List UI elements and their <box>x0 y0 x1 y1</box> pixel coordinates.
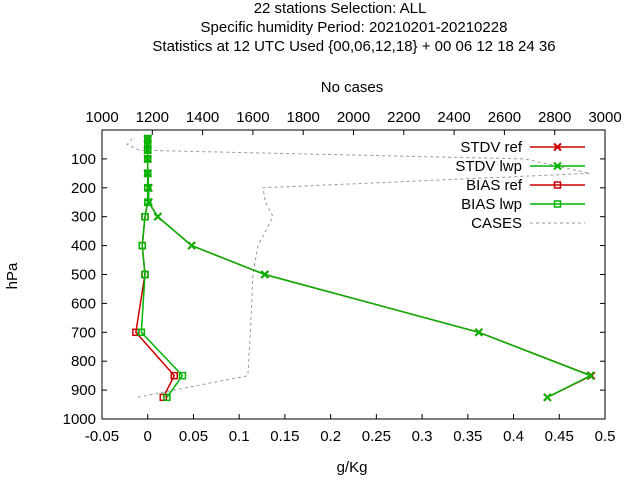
legend-label-stdv-lwp: STDV lwp <box>455 158 522 175</box>
y-axis-label: hPa <box>4 262 21 289</box>
series-bias-ref <box>133 136 177 401</box>
x-tick-label: 0 <box>144 428 152 445</box>
y-tick-label: 400 <box>71 238 96 255</box>
chart-title-line-1: 22 stations Selection: ALL <box>254 0 427 17</box>
x-tick-label: 0.4 <box>503 428 524 445</box>
legend-label-bias-lwp: BIAS lwp <box>461 196 522 213</box>
x2-tick-label: 2000 <box>337 109 370 126</box>
x2-tick-label: 1600 <box>236 109 269 126</box>
x-tick-label: 0.05 <box>179 428 208 445</box>
y-tick-label: 600 <box>71 295 96 312</box>
y-tick-label: 500 <box>71 267 96 284</box>
series-line-stdv-ref <box>148 139 592 398</box>
data-point-stdv-lwp <box>154 213 161 220</box>
y-tick-label: 800 <box>71 353 96 370</box>
x2-axis-label: No cases <box>321 79 384 96</box>
x2-tick-label: 1200 <box>136 109 169 126</box>
chart-title-line-2: Specific humidity Period: 20210201-20210… <box>201 19 508 36</box>
x-tick-label: 0.1 <box>229 428 250 445</box>
y-tick-label: 100 <box>71 151 96 168</box>
x-tick-label: 0.35 <box>453 428 482 445</box>
data-point-stdv-lwp <box>544 394 551 401</box>
x-tick-label: -0.05 <box>85 428 119 445</box>
series-line-stdv-lwp <box>148 139 591 398</box>
x-tick-label: 0.3 <box>412 428 433 445</box>
series-stdv-lwp <box>144 135 594 401</box>
x2-tick-label: 1400 <box>186 109 219 126</box>
y-tick-label: 200 <box>71 180 96 197</box>
x2-tick-label: 2200 <box>387 109 420 126</box>
legend-label-bias-ref: BIAS ref <box>466 177 523 194</box>
legend-label-cases: CASES <box>471 215 522 232</box>
data-point-stdv-lwp <box>188 242 195 249</box>
x2-tick-label: 1000 <box>85 109 118 126</box>
legend: STDV ref STDV lwp BIAS ref BIAS lwp CASES <box>455 139 585 232</box>
chart-title-line-3: Statistics at 12 UTC Used {00,06,12,18} … <box>152 38 555 55</box>
x2-tick-label: 1800 <box>287 109 320 126</box>
x2-tick-label: 2400 <box>437 109 470 126</box>
x-tick-label: 0.45 <box>545 428 574 445</box>
y-tick-label: 700 <box>71 324 96 341</box>
series-line-bias-ref <box>136 139 174 398</box>
x2-tick-label: 3000 <box>588 109 621 126</box>
x-tick-label: 0.5 <box>595 428 616 445</box>
x-axis-label: g/Kg <box>337 459 368 476</box>
x-tick-label: 0.2 <box>320 428 341 445</box>
x2-tick-label: 2800 <box>538 109 571 126</box>
legend-label-stdv-ref: STDV ref <box>460 139 523 156</box>
y-tick-label: 300 <box>71 209 96 226</box>
x-tick-label: 0.25 <box>362 428 391 445</box>
y-tick-label: 1000 <box>63 411 96 428</box>
x-tick-label: 0.15 <box>270 428 299 445</box>
series-line-bias-lwp <box>141 139 182 398</box>
x2-tick-label: 2600 <box>488 109 521 126</box>
series-stdv-ref <box>144 135 595 401</box>
y-tick-label: 900 <box>71 382 96 399</box>
